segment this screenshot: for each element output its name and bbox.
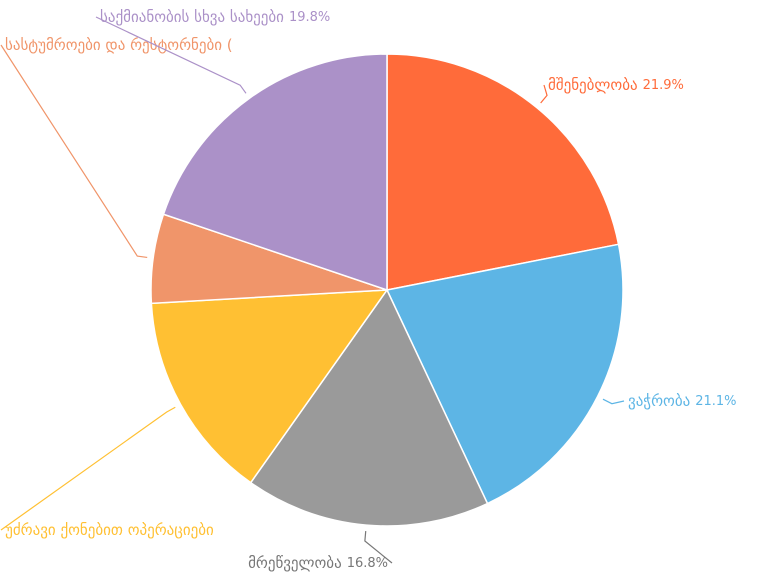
- pie-slice: [385, 243, 624, 505]
- leader-line: [0, 406, 176, 531]
- value-label: 19.8%: [289, 10, 330, 25]
- category-label: ვაჭრობა: [628, 392, 690, 410]
- leader-line: [540, 84, 548, 104]
- leader-line: [95, 16, 247, 94]
- leader-line: [364, 531, 393, 564]
- value-label: 16.8%: [347, 556, 388, 571]
- leader-line: [0, 44, 148, 259]
- data-label: უძრავი ქონებით ოპერაციები: [5, 521, 214, 539]
- category-label: საქმიანობის სხვა სახეები: [100, 8, 284, 26]
- category-label: მრეწველობა: [248, 554, 342, 572]
- pie-slice: [249, 288, 489, 527]
- category-label: უძრავი ქონებით ოპერაციები: [5, 521, 214, 539]
- data-label: საქმიანობის სხვა სახეები 19.8%: [100, 8, 330, 26]
- value-label: 21.1%: [695, 394, 736, 409]
- pie-slice: [386, 53, 620, 291]
- data-label: ვაჭრობა 21.1%: [628, 392, 737, 410]
- category-label: მშენებლობა: [548, 76, 638, 94]
- category-label: სასტუმროები და რესტორნები (: [5, 36, 233, 54]
- value-label: 21.9%: [643, 78, 684, 93]
- data-label: მრეწველობა 16.8%: [248, 554, 388, 572]
- data-label: სასტუმროები და რესტორნები (: [5, 36, 233, 54]
- pie-slice: [162, 53, 388, 292]
- pie-slice: [150, 289, 389, 484]
- data-label: მშენებლობა 21.9%: [548, 76, 684, 94]
- leader-line: [602, 398, 625, 405]
